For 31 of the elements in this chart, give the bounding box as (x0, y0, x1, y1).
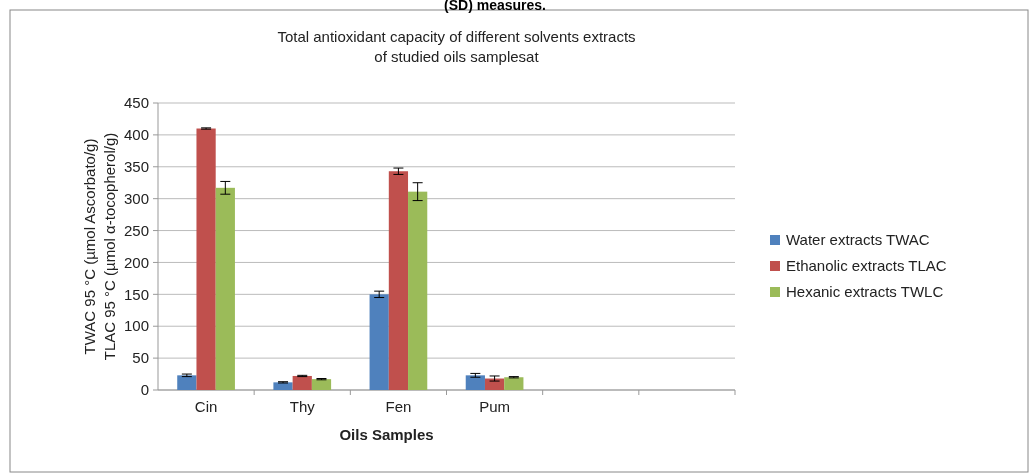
bar (196, 128, 216, 390)
text: (SD) measures. (444, 0, 546, 13)
y-tick-label: 450 (123, 94, 149, 112)
y-tick-label: 50 (132, 349, 149, 367)
x-tick-label: Pum (479, 398, 511, 415)
chart-title: Total antioxidant capacity of different solvents extracts of studied oils samplesat (277, 28, 636, 65)
bar (215, 187, 235, 390)
x-tick-label: Cin (194, 398, 218, 415)
y-tick-label: 300 (123, 189, 149, 207)
bar (504, 377, 524, 390)
bar (177, 375, 197, 390)
y-tick-label: 350 (123, 158, 149, 176)
y-axis-title: TWAC 95 °C (µmol Ascorbato/g) TLAC 95 °C (µmol α-tocopherol/g) (81, 132, 118, 361)
y-tick-label: 200 (123, 253, 149, 271)
x-tick-label: Fen (385, 398, 412, 415)
y-tick-label: 0 (140, 381, 149, 399)
legend-label: Ethanolic extracts TLAC (786, 257, 947, 275)
bar (292, 375, 312, 390)
y-tick-label: 100 (123, 317, 149, 335)
y-tick-label: 250 (123, 221, 149, 239)
bar (408, 191, 428, 390)
y-tick-label: 150 (123, 285, 149, 303)
bar (311, 379, 332, 390)
bar (388, 171, 409, 390)
legend-label: Water extracts TWAC (786, 231, 930, 249)
x-axis-title: Oils Samples (339, 426, 434, 443)
bar (465, 375, 485, 390)
bar (369, 294, 389, 390)
y-tick-label: 400 (123, 126, 149, 144)
x-tick-label: Thy (289, 398, 316, 415)
legend-label: Hexanic extracts TWLC (786, 283, 944, 301)
